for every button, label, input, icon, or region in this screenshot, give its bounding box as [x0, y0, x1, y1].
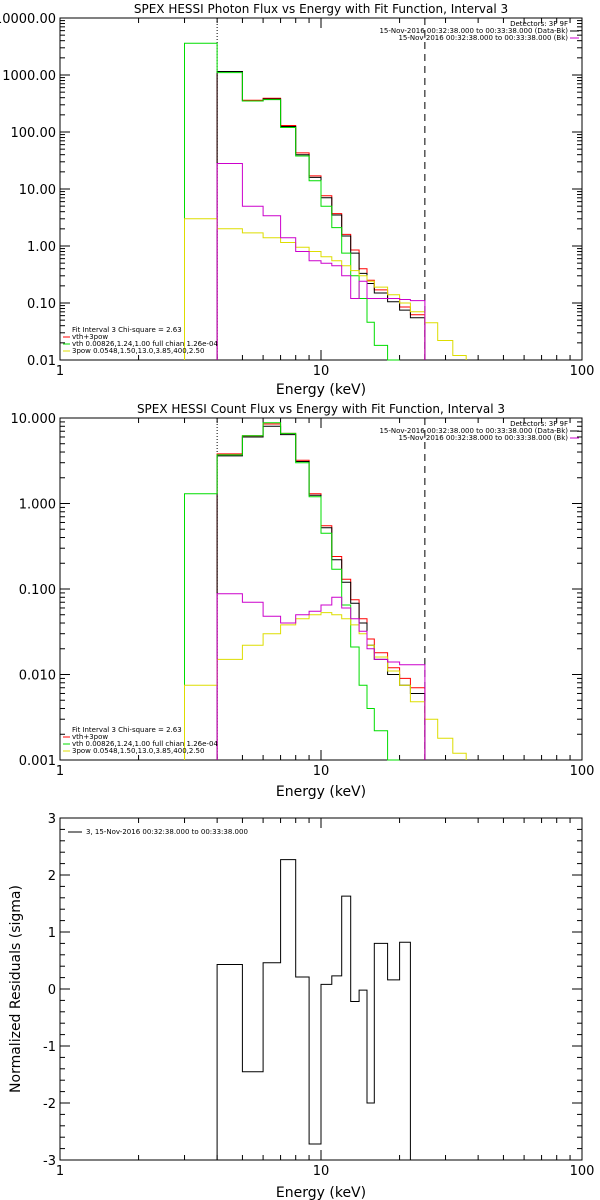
x-tick-label: 100: [570, 764, 595, 779]
x-tick-label: 10: [313, 764, 330, 779]
series-vth+3pow-histogram: [216, 71, 426, 360]
y-tick-label: 10.00: [19, 183, 56, 198]
chart-title: SPEX HESSI Photon Flux vs Energy with Fi…: [134, 2, 508, 16]
series-data-histogram: [216, 593, 426, 760]
legend-line: Fit Interval 3 Chi-square = 2.63: [72, 326, 182, 334]
y-tick-label: 0.100: [19, 583, 56, 598]
x-tick-label: 1: [56, 1164, 64, 1179]
series-vth-histogram: [184, 422, 400, 761]
y-tick-label: 0.001: [19, 754, 56, 769]
y-axis-title: Normalized Residuals (sigma): [8, 885, 24, 1093]
header-line: 15-Nov-2016 00:32:38.000 to 00:33:38.000…: [379, 27, 568, 35]
header-line: Detectors: 3F 9F: [510, 420, 568, 428]
series-vth+3pow-histogram: [216, 423, 426, 760]
series-data-histogram: [216, 163, 426, 360]
y-tick-label: 0: [48, 983, 56, 998]
series-data-histogram: [216, 859, 411, 1160]
chart-panel-3: 1 10 100 Energy (keV) -3 -2 -1 0 1 2 3 Normalized R…: [8, 812, 594, 1200]
x-tick-label: 1: [56, 364, 64, 379]
plot-frame: [59, 417, 583, 761]
header-line: 15-Nov-2016 00:32:38.000 to 00:33:38.000…: [379, 427, 568, 435]
x-tick-label: 100: [570, 1164, 595, 1179]
legend-line: Fit Interval 3 Chi-square = 2.63: [72, 726, 182, 734]
y-tick-label: 100.00: [11, 126, 57, 141]
y-tick-label: 2: [48, 869, 56, 884]
x-axis-title: Energy (keV): [276, 1185, 366, 1200]
series-3pow-histogram: [184, 218, 467, 360]
header-line: Detectors: 3F 9F: [510, 20, 568, 28]
y-tick-label: -2: [43, 1097, 56, 1112]
y-tick-label: 1000.00: [2, 69, 56, 84]
chart-title: SPEX HESSI Count Flux vs Energy with Fit…: [137, 402, 505, 416]
y-tick-label: 0.010: [19, 669, 56, 684]
chart-panel-1: SPEX HESSI Photon Flux vs Energy with Fi…: [0, 2, 594, 398]
series-vth-histogram: [184, 42, 400, 361]
series-data-histogram: [216, 425, 426, 760]
y-tick-label: 1.000: [19, 498, 56, 513]
legend-line: vth 0.00826,1.24,1.00 full chian 1.26e-0…: [72, 740, 218, 748]
series-data-histogram: [216, 71, 426, 360]
y-tick-label: 1.00: [27, 240, 56, 255]
y-tick-label: -3: [43, 1154, 56, 1169]
x-tick-label: 100: [570, 364, 595, 379]
x-tick-label: 10: [313, 364, 330, 379]
legend-line: vth+3pow: [72, 733, 108, 741]
y-tick-label: 0.01: [27, 354, 56, 369]
header-line: 15-Nov-2016 00:32:38.000 to 00:33:38.000…: [398, 34, 568, 42]
x-tick-label: 10: [313, 1164, 330, 1179]
legend-line: 3, 15-Nov-2016 00:32:38.000 to 00:33:38.…: [86, 828, 248, 836]
legend-line: 3pow 0.0548,1.50,13.0,3.85,400,2.50: [72, 747, 204, 755]
y-tick-label: 3: [48, 812, 56, 827]
y-tick-label: 1: [48, 926, 56, 941]
legend-line: vth+3pow: [72, 333, 108, 341]
x-axis-title: Energy (keV): [276, 784, 366, 800]
y-tick-label: 10.000: [11, 412, 57, 427]
header-line: 15-Nov-2016 00:32:38.000 to 00:33:38.000…: [398, 434, 568, 442]
y-tick-label: 0.10: [27, 297, 56, 312]
y-tick-label: 10000.00: [0, 12, 56, 27]
y-tick-label: -1: [43, 1040, 56, 1055]
x-tick-label: 1: [56, 764, 64, 779]
chart-panel-2: SPEX HESSI Count Flux vs Energy with Fit…: [11, 402, 595, 800]
legend-line: vth 0.00826,1.24,1.00 full chian 1.26e-0…: [72, 340, 218, 348]
legend-line: 3pow 0.0548,1.50,13.0,3.85,400,2.50: [72, 347, 204, 355]
x-axis-title: Energy (keV): [276, 382, 366, 398]
series-3pow-histogram: [184, 612, 467, 760]
